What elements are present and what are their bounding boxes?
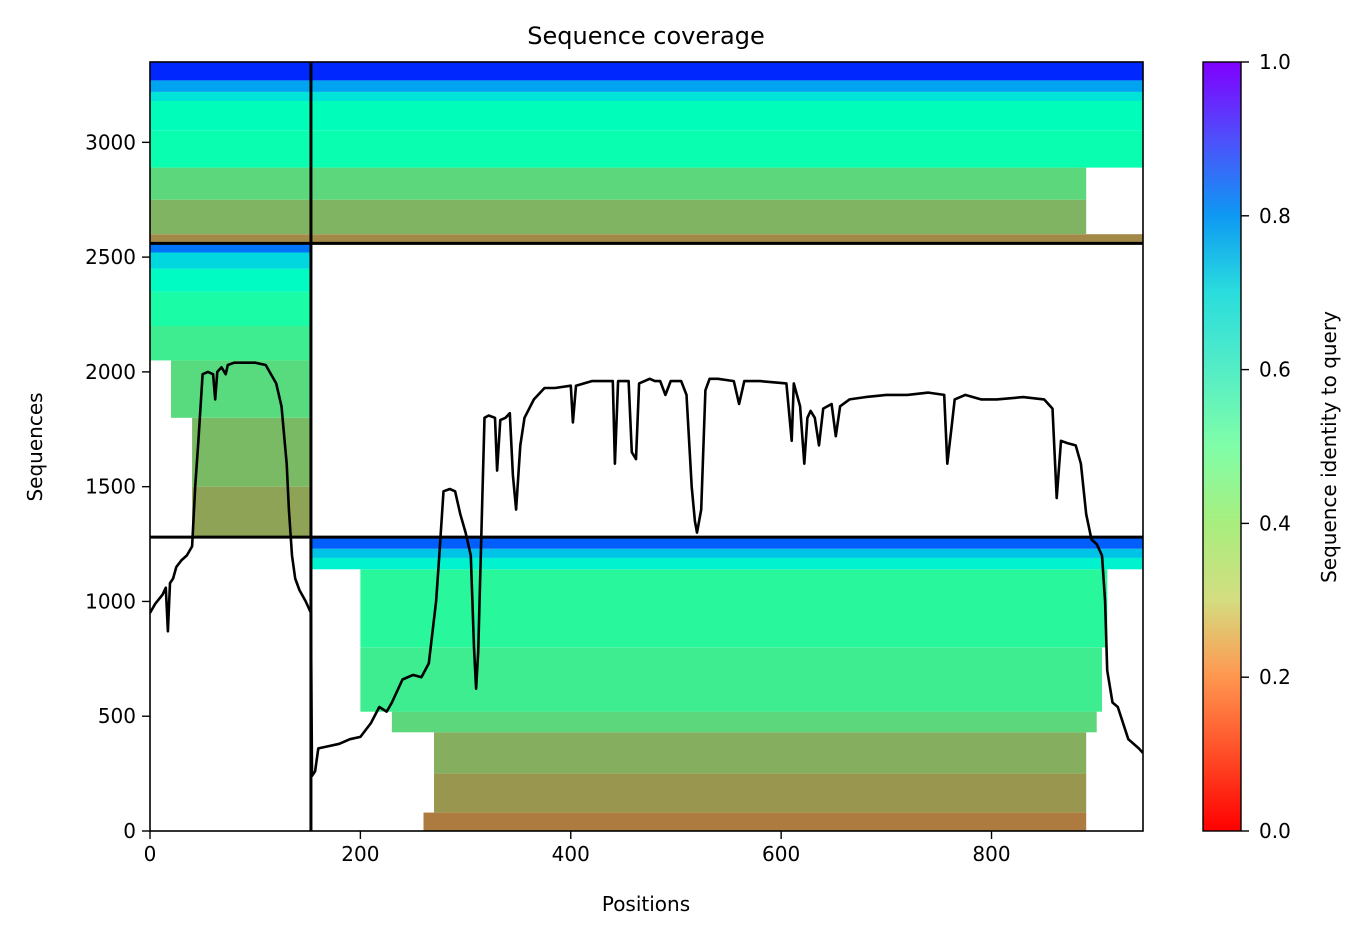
colorbar-tick-label: 0.0 (1259, 819, 1291, 843)
coverage-band (434, 773, 1087, 813)
coverage-line (150, 361, 1143, 778)
y-tick-label: 3000 (85, 130, 136, 154)
colorbar-ticks: 0.0 0.2 0.4 0.6 0.8 1.0 (1241, 50, 1291, 843)
coverage-block-chain-1-rows (150, 243, 311, 538)
coverage-line-layer (150, 361, 1143, 778)
coverage-band (171, 360, 311, 418)
coverage-band (150, 62, 1143, 81)
x-axis: 0 200 400 600 800 (144, 831, 1011, 866)
coverage-band (150, 199, 1087, 235)
x-tick-label: 400 (552, 842, 590, 866)
y-tick-label: 500 (98, 704, 136, 728)
x-tick-label: 200 (341, 842, 379, 866)
coverage-band (150, 167, 1087, 200)
coverage-heatmap (150, 62, 1143, 831)
coverage-band (150, 101, 1143, 131)
coverage-band (150, 252, 311, 269)
coverage-band (150, 234, 1143, 244)
coverage-band (434, 732, 1087, 774)
colorbar-tick-label: 1.0 (1259, 50, 1291, 74)
y-tick-label: 2500 (85, 245, 136, 269)
y-axis-label: Sequences (23, 392, 47, 501)
coverage-band (310, 537, 1143, 549)
colorbar-tick-label: 0.8 (1259, 204, 1291, 228)
colorbar-tick-label: 0.6 (1259, 358, 1291, 382)
coverage-band (150, 268, 311, 292)
y-tick-label: 1500 (85, 475, 136, 499)
coverage-band (192, 486, 311, 538)
coverage-band (150, 291, 311, 326)
colorbar: 0.0 0.2 0.4 0.6 0.8 1.0 Sequence identity to … (1202, 50, 1341, 843)
chart-title: Sequence coverage (527, 22, 764, 50)
colorbar-tick-label: 0.2 (1259, 665, 1291, 689)
coverage-block-chain-2-rows (310, 537, 1143, 831)
coverage-band (391, 711, 1097, 733)
coverage-band (150, 91, 1143, 101)
x-tick-label: 600 (762, 842, 800, 866)
coverage-band (310, 548, 1143, 558)
coverage-band (360, 647, 1102, 712)
segment-boundaries (150, 62, 1143, 831)
y-tick-label: 2000 (85, 360, 136, 384)
coverage-band (192, 417, 311, 487)
colorbar-tick-label: 0.4 (1259, 511, 1291, 535)
y-axis: 0 500 1000 1500 2000 2500 3000 (85, 130, 150, 843)
coverage-band (360, 569, 1108, 648)
coverage-band (150, 80, 1143, 92)
coverage-band (423, 812, 1087, 831)
y-tick-label: 0 (123, 819, 136, 843)
coverage-band (150, 243, 311, 253)
x-axis-label: Positions (602, 892, 690, 916)
x-tick-label: 0 (144, 842, 157, 866)
coverage-band (150, 326, 311, 361)
plot-frame (149, 61, 1144, 832)
coverage-band (150, 130, 1143, 168)
coverage-block-paired-rows (150, 62, 1143, 244)
coverage-band (310, 557, 1143, 570)
y-tick-label: 1000 (85, 589, 136, 613)
colorbar-gradient (1202, 61, 1242, 832)
colorbar-label: Sequence identity to query (1317, 311, 1341, 583)
x-tick-label: 800 (972, 842, 1010, 866)
